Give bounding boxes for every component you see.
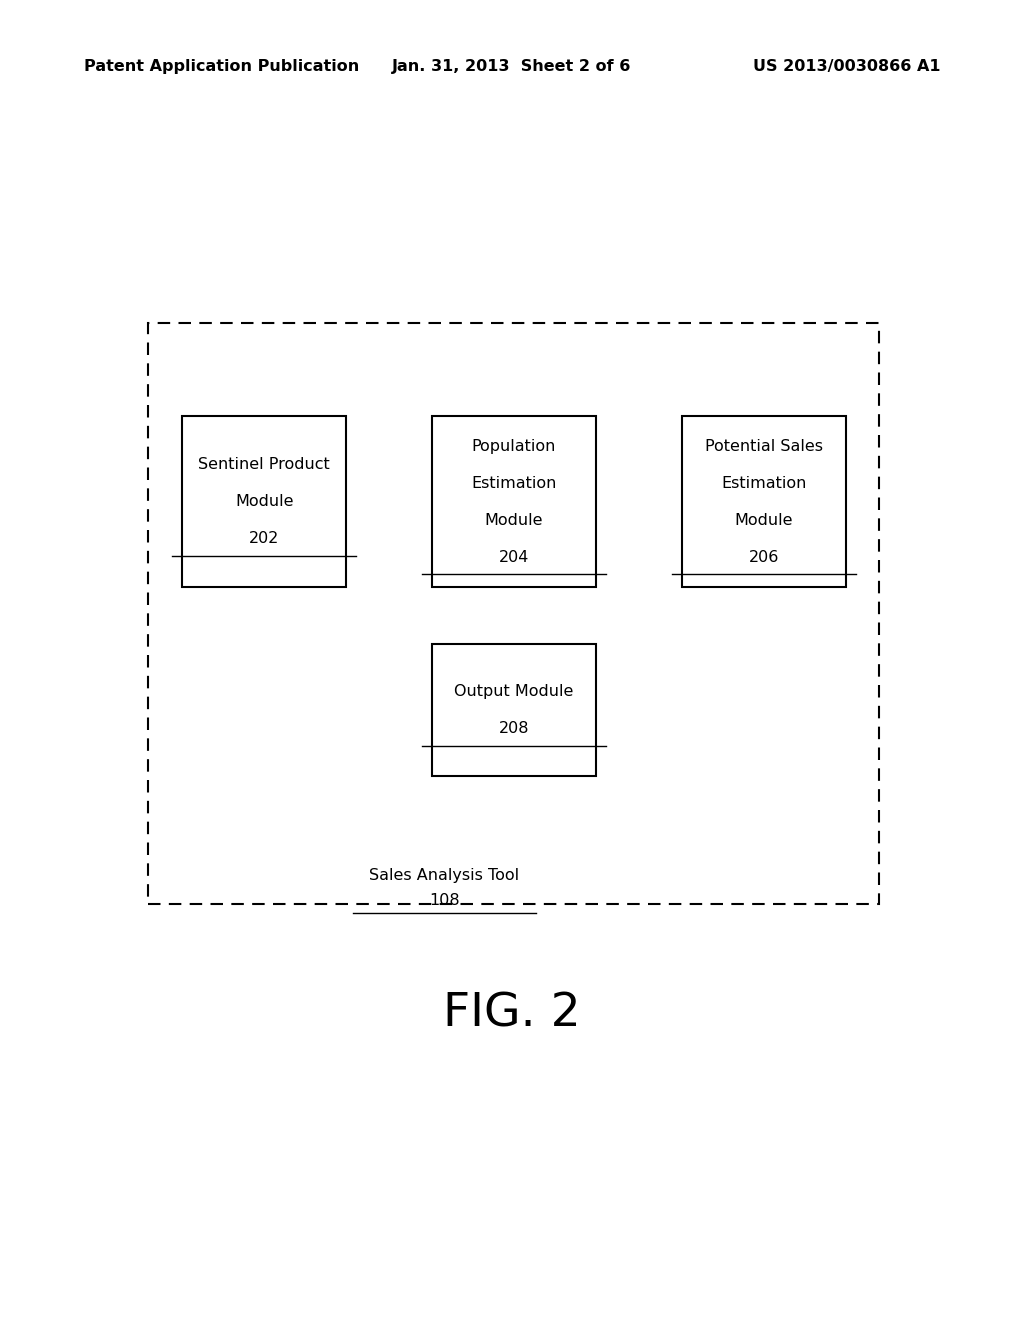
Text: Patent Application Publication: Patent Application Publication bbox=[84, 58, 359, 74]
Text: 204: 204 bbox=[499, 549, 529, 565]
Bar bbox=[682, 416, 846, 587]
Text: Jan. 31, 2013  Sheet 2 of 6: Jan. 31, 2013 Sheet 2 of 6 bbox=[392, 58, 632, 74]
Text: 208: 208 bbox=[499, 721, 529, 737]
Text: 202: 202 bbox=[249, 531, 280, 546]
Text: Module: Module bbox=[484, 512, 544, 528]
Bar bbox=[432, 416, 596, 587]
Text: FIG. 2: FIG. 2 bbox=[443, 991, 581, 1036]
Bar bbox=[148, 323, 879, 904]
Text: Module: Module bbox=[234, 494, 294, 510]
Text: 206: 206 bbox=[749, 549, 779, 565]
Text: Output Module: Output Module bbox=[455, 684, 573, 700]
Text: Estimation: Estimation bbox=[721, 475, 807, 491]
Text: Sales Analysis Tool: Sales Analysis Tool bbox=[370, 867, 519, 883]
Text: Module: Module bbox=[734, 512, 794, 528]
Bar bbox=[182, 416, 346, 587]
Text: US 2013/0030866 A1: US 2013/0030866 A1 bbox=[753, 58, 940, 74]
Text: Estimation: Estimation bbox=[471, 475, 557, 491]
Bar bbox=[432, 644, 596, 776]
Text: Potential Sales: Potential Sales bbox=[705, 438, 823, 454]
Text: Population: Population bbox=[472, 438, 556, 454]
Text: Sentinel Product: Sentinel Product bbox=[199, 457, 330, 473]
Text: 108: 108 bbox=[429, 892, 460, 908]
